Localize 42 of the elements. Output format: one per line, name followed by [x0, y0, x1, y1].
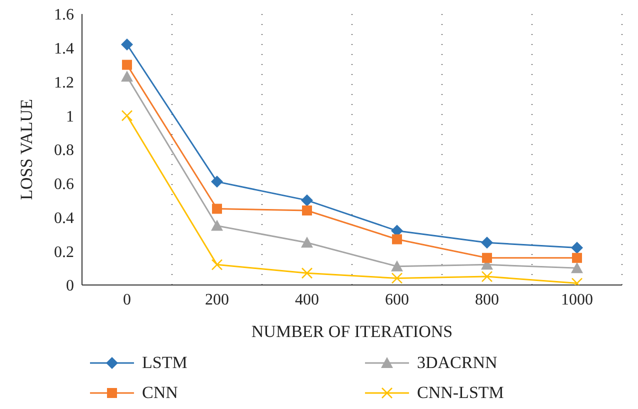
- y-axis-title: LOSS VALUE: [17, 99, 36, 200]
- y-tick-label: 0.8: [54, 142, 74, 160]
- y-tick-label: 1.4: [54, 40, 74, 58]
- y-tick-label: 1.2: [54, 74, 74, 92]
- x-axis-title: NUMBER OF ITERATIONS: [251, 322, 453, 341]
- point: [121, 38, 133, 50]
- point: [211, 259, 223, 270]
- x-tick-label: 200: [205, 291, 229, 308]
- x-tick-label: 600: [385, 291, 409, 308]
- x-tick-label: 400: [295, 291, 319, 308]
- y-tick-label: 0.4: [54, 210, 74, 227]
- point: [391, 272, 403, 284]
- legend-label: LSTM: [142, 353, 188, 373]
- point: [391, 260, 403, 272]
- y-tick-label: 1: [66, 108, 74, 126]
- point: [212, 204, 222, 214]
- point: [121, 110, 133, 122]
- point: [121, 70, 133, 82]
- point: [211, 220, 223, 231]
- y-tick-label: 0: [66, 278, 74, 295]
- y-tick-label: 0.2: [54, 244, 74, 261]
- point: [211, 176, 223, 188]
- point: [572, 252, 582, 263]
- legend-label: CNN: [142, 383, 178, 403]
- point: [571, 242, 583, 254]
- point: [122, 60, 132, 70]
- legend-label: 3DACRNN: [417, 353, 498, 373]
- y-tick-label: 1.6: [54, 6, 74, 24]
- point: [481, 270, 493, 282]
- x-tick-label: 0: [123, 291, 131, 308]
- point: [392, 234, 402, 244]
- point: [482, 252, 492, 263]
- point: [302, 205, 312, 216]
- x-tick-label: 1000: [561, 291, 593, 308]
- legend-label: CNN-LSTM: [417, 383, 504, 403]
- point: [571, 262, 583, 274]
- point: [301, 236, 313, 248]
- point: [481, 236, 493, 249]
- point: [301, 194, 313, 206]
- x-tick-label: 800: [475, 291, 499, 308]
- point: [301, 267, 313, 279]
- y-tick-label: 0.6: [54, 176, 74, 194]
